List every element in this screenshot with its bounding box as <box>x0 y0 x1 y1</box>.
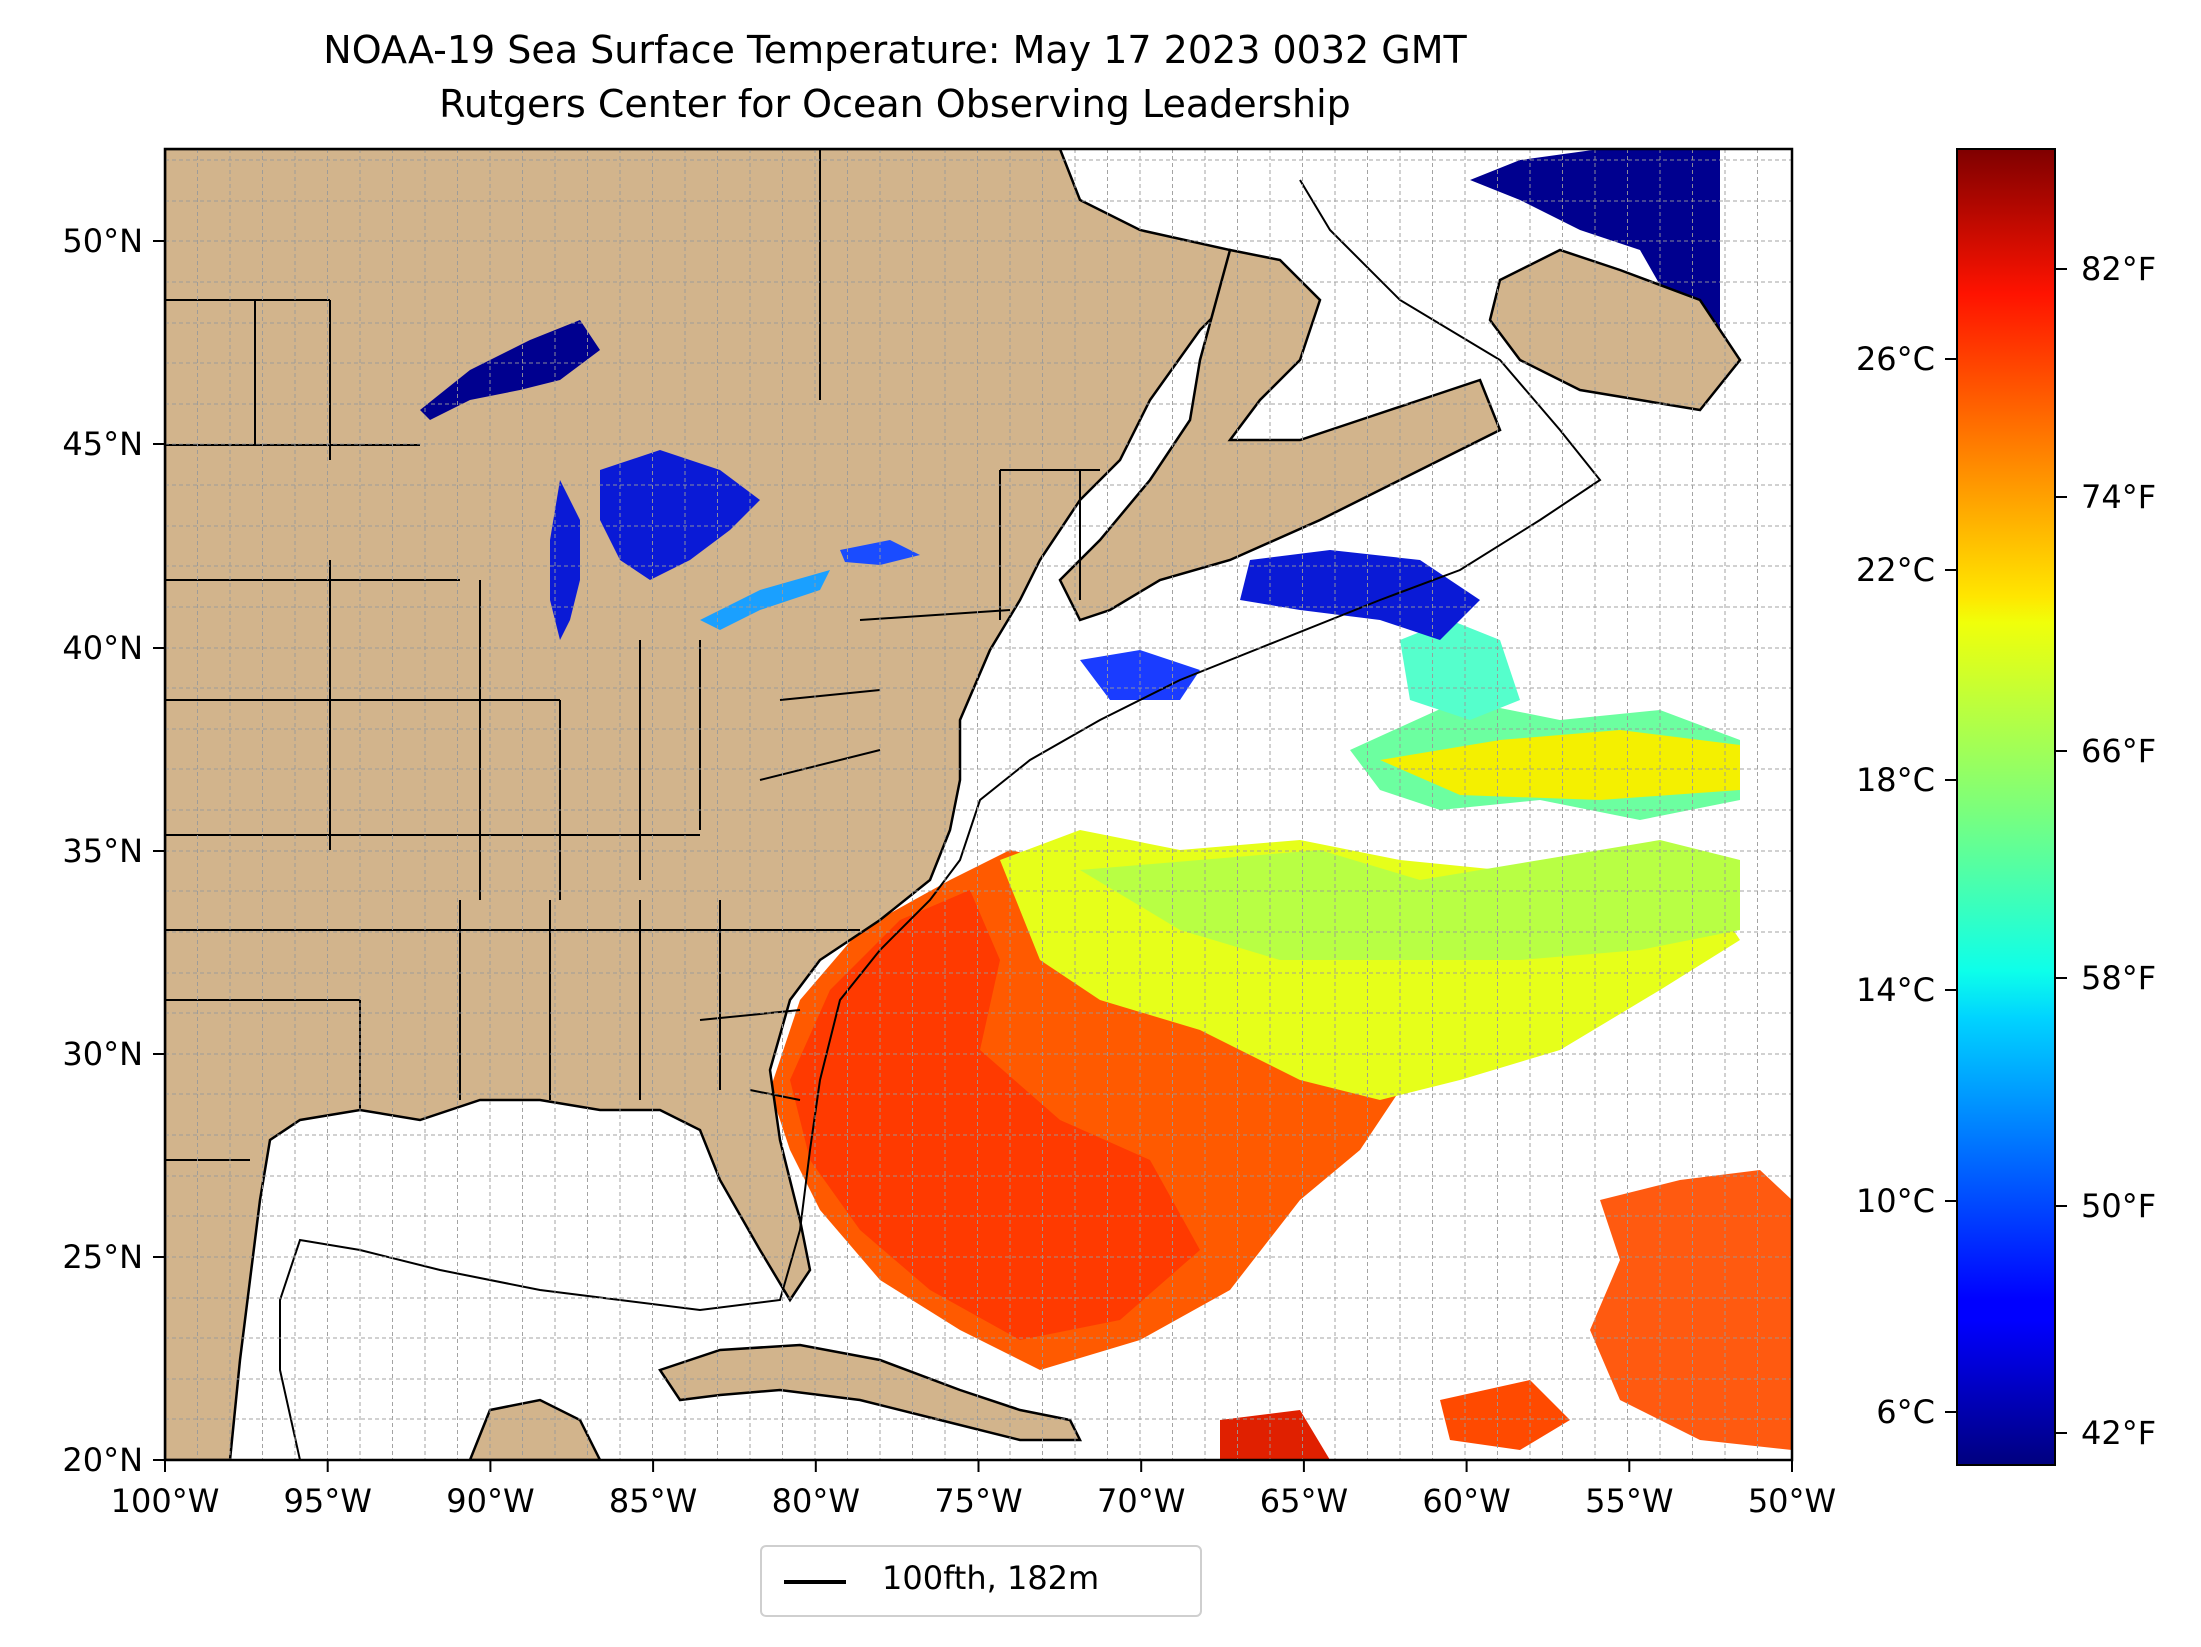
lat-tick-label: 20°N <box>62 1441 143 1479</box>
lon-tick-label: 65°W <box>1260 1482 1348 1520</box>
fahrenheit-tick-label: 82°F <box>2081 250 2156 288</box>
fahrenheit-tick-label: 50°F <box>2081 1187 2156 1225</box>
lon-tick-label: 75°W <box>934 1482 1022 1520</box>
lon-tick-label: 90°W <box>446 1482 534 1520</box>
lat-axis <box>153 240 165 1461</box>
fahrenheit-tick-label: 74°F <box>2081 478 2156 516</box>
land-maritimes <box>1058 248 1502 622</box>
sst-southeast-patch <box>1590 1170 1792 1450</box>
legend-label: 100fth, 182m <box>882 1559 1100 1597</box>
land-yucatan <box>468 1398 602 1460</box>
lon-tick-label: 55°W <box>1585 1482 1673 1520</box>
isobath-100fth <box>279 179 1602 1460</box>
sst-yellow-band <box>1380 730 1740 800</box>
colorbar-fahrenheit-ticks <box>2055 268 2067 1434</box>
land-cuba <box>658 1343 1083 1442</box>
lat-tick-label: 40°N <box>62 629 143 667</box>
lon-tick-label: 85°W <box>609 1482 697 1520</box>
lake-ontario <box>840 540 920 565</box>
legend: 100fth, 182m <box>760 1545 1202 1617</box>
lake-erie <box>700 570 830 630</box>
colorbar <box>1956 148 2056 1466</box>
lat-tick-label: 30°N <box>62 1035 143 1073</box>
lon-tick-label: 80°W <box>772 1482 860 1520</box>
sst-cold-shelf <box>1240 550 1480 640</box>
colorbar-celsius-labels: 6°C 10°C 14°C 18°C 22°C 26°C <box>1856 340 1935 1431</box>
colorbar-celsius-ticks <box>1945 358 1957 1413</box>
sst-cold-north <box>1470 149 1720 330</box>
celsius-tick-label: 14°C <box>1856 971 1935 1009</box>
sst-cyan-patch <box>1400 620 1520 720</box>
lon-tick-label: 70°W <box>1097 1482 1185 1520</box>
celsius-tick-label: 22°C <box>1856 551 1935 589</box>
lon-tick-label: 50°W <box>1748 1482 1836 1520</box>
fahrenheit-tick-label: 66°F <box>2081 732 2156 770</box>
lon-tick-labels: 100°W 95°W 90°W 85°W 80°W 75°W 70°W 65°W… <box>111 1482 1837 1520</box>
colorbar-fahrenheit-labels: 42°F 50°F 58°F 66°F 74°F 82°F <box>2081 250 2156 1452</box>
sst-south-patch-2 <box>1440 1380 1570 1450</box>
sst-core-region <box>790 890 1200 1340</box>
land-newfoundland <box>1488 248 1742 412</box>
legend-line-swatch <box>784 1580 846 1584</box>
celsius-tick-label: 10°C <box>1856 1182 1935 1220</box>
celsius-tick-label: 26°C <box>1856 340 1935 378</box>
lat-tick-label: 50°N <box>62 222 143 260</box>
lake-huron <box>600 450 760 580</box>
fahrenheit-tick-label: 42°F <box>2081 1414 2156 1452</box>
lat-tick-label: 25°N <box>62 1238 143 1276</box>
lat-tick-label: 45°N <box>62 425 143 463</box>
lon-axis <box>164 1460 1793 1472</box>
lon-tick-label: 60°W <box>1422 1482 1510 1520</box>
graticule <box>165 149 1792 1460</box>
sst-green-region <box>1080 840 1740 960</box>
lat-tick-label: 35°N <box>62 832 143 870</box>
chart-title: NOAA-19 Sea Surface Temperature: May 17 … <box>323 28 1467 72</box>
celsius-tick-label: 6°C <box>1876 1393 1935 1431</box>
lat-tick-labels: 20°N 25°N 30°N 35°N 40°N 45°N 50°N <box>62 222 143 1479</box>
fahrenheit-tick-label: 58°F <box>2081 959 2156 997</box>
lon-tick-label: 100°W <box>111 1482 220 1520</box>
lake-michigan <box>550 480 580 640</box>
chart-subtitle: Rutgers Center for Ocean Observing Leade… <box>439 82 1351 126</box>
lon-tick-label: 95°W <box>284 1482 372 1520</box>
celsius-tick-label: 18°C <box>1856 761 1935 799</box>
state-borders <box>165 149 1100 1161</box>
